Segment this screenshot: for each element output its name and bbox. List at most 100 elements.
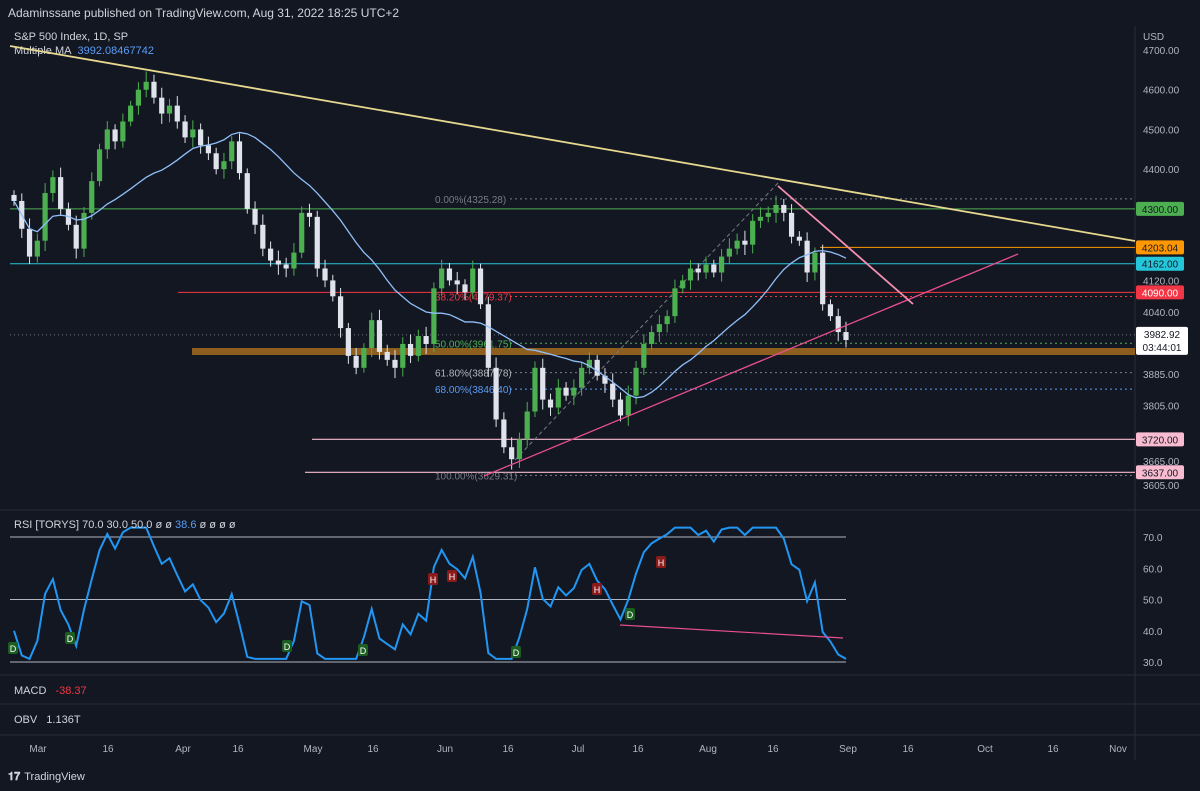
candle-body (711, 264, 717, 273)
candle-body (221, 161, 227, 170)
obv-legend: OBV 1.136T (14, 713, 81, 727)
candle-body (656, 324, 662, 333)
level-badge (1136, 432, 1184, 447)
candle-body (757, 216, 764, 221)
rsi-value: 38.6 (175, 519, 197, 531)
time-tick-label: 16 (1047, 744, 1059, 755)
candle-body (104, 129, 110, 150)
rsi-signal-label: H (658, 558, 665, 568)
main-legend: S&P 500 Index, 1D, SP Multiple MA3992.08… (14, 30, 154, 58)
candle-body (594, 359, 600, 376)
rsi-signal-marker (282, 640, 292, 652)
candle-body (135, 89, 142, 106)
obv-value: 1.136T (46, 714, 81, 726)
price-tick-label: 4400.00 (1143, 165, 1180, 176)
price-tick-label: 4500.00 (1143, 125, 1180, 136)
fib-level-label: 61.80%(3887.78) (435, 369, 512, 380)
rsi-signal-marker (625, 608, 635, 620)
candle-body (229, 141, 235, 162)
candle-body (423, 336, 429, 344)
candle-body (672, 288, 678, 317)
candle-body (571, 387, 577, 396)
rsi-signal-label: D (10, 644, 17, 654)
candle-body (182, 121, 188, 138)
obv-label: OBV (14, 714, 38, 726)
candle-body (485, 304, 491, 368)
rsi-signal-label: D (360, 646, 367, 656)
time-tick-label: 16 (502, 744, 514, 755)
rsi-signal-marker (447, 570, 457, 582)
price-tick-label: 4700.00 (1143, 46, 1180, 57)
rsi-tick-label: 50.0 (1143, 596, 1163, 607)
candle-body (353, 355, 359, 368)
instrument-title: S&P 500 Index, 1D, SP (14, 31, 129, 43)
macd-value: -38.37 (55, 685, 87, 697)
rsi-params: 70.0 30.0 50.0 ø ø (82, 519, 172, 531)
candle-body (26, 228, 33, 257)
candle-body (11, 195, 17, 201)
candle-body (213, 153, 219, 170)
rsi-signal-label: D (284, 642, 291, 652)
candle-body (34, 240, 40, 257)
candle-body (361, 347, 367, 368)
candle-body (687, 268, 694, 281)
fib-level-label: 0.00%(4325.28) (435, 195, 506, 206)
candle-body (392, 359, 398, 368)
candle-body (151, 81, 157, 98)
candle-body (695, 268, 701, 273)
tradingview-footer[interactable]: 𝟏𝟕 TradingView (8, 768, 85, 786)
rsi-line (13, 526, 847, 661)
price-tick-label: 4120.00 (1143, 276, 1180, 287)
rsi-signal-label: H (594, 585, 601, 595)
level-badge (1136, 256, 1184, 271)
candle-body (501, 419, 507, 448)
candle-body (407, 343, 414, 356)
candle-body (773, 204, 779, 213)
price-tick-label: 4600.00 (1143, 86, 1180, 97)
candle-body (143, 81, 149, 90)
candle-body (524, 411, 530, 440)
candle-body (470, 268, 476, 293)
candle-body (299, 212, 305, 253)
candle-body (625, 395, 631, 416)
macd-legend: MACD -38.37 (14, 684, 87, 698)
level-badge-label: 4162.00 (1142, 260, 1179, 271)
level-badge (1136, 285, 1184, 300)
candle-body (540, 367, 546, 400)
candle-body (376, 320, 383, 352)
ascending-trendline (483, 253, 1019, 477)
brand-name: TradingView (24, 771, 85, 783)
candle-body (579, 367, 585, 388)
candle-body (462, 284, 468, 293)
candle-body (81, 212, 87, 249)
candle-body (532, 367, 538, 412)
candle-body (804, 240, 810, 273)
candle-body (415, 336, 421, 356)
ma-value: 3992.08467742 (77, 45, 154, 57)
time-tick-label: 16 (102, 744, 114, 755)
candle-body (306, 212, 313, 217)
time-tick-label: Oct (977, 744, 993, 755)
candle-body (843, 332, 849, 340)
rsi-signal-marker (428, 573, 438, 585)
rsi-signal-marker (511, 646, 521, 658)
price-tick-label: 3665.00 (1143, 457, 1180, 468)
fib-level-label: 38.20%(4079.37) (435, 293, 512, 304)
candle-body (765, 212, 771, 217)
candle-body (174, 105, 180, 122)
rsi-params-tail: ø ø ø ø (199, 519, 236, 531)
candle-body (835, 316, 841, 333)
time-tick-label: 16 (232, 744, 244, 755)
price-tick-label: 3805.00 (1143, 402, 1180, 413)
level-badge-label: 4090.00 (1142, 288, 1179, 299)
rsi-divergence-line (619, 624, 844, 639)
tradingview-logo-icon: 𝟏𝟕 (8, 770, 21, 783)
level-badge (1136, 465, 1184, 480)
candle-body (345, 328, 351, 356)
candle-body (89, 181, 95, 213)
time-tick-label: 16 (367, 744, 379, 755)
candle-body (330, 280, 336, 297)
rsi-signal-label: H (449, 572, 456, 582)
candle-body (384, 351, 390, 360)
